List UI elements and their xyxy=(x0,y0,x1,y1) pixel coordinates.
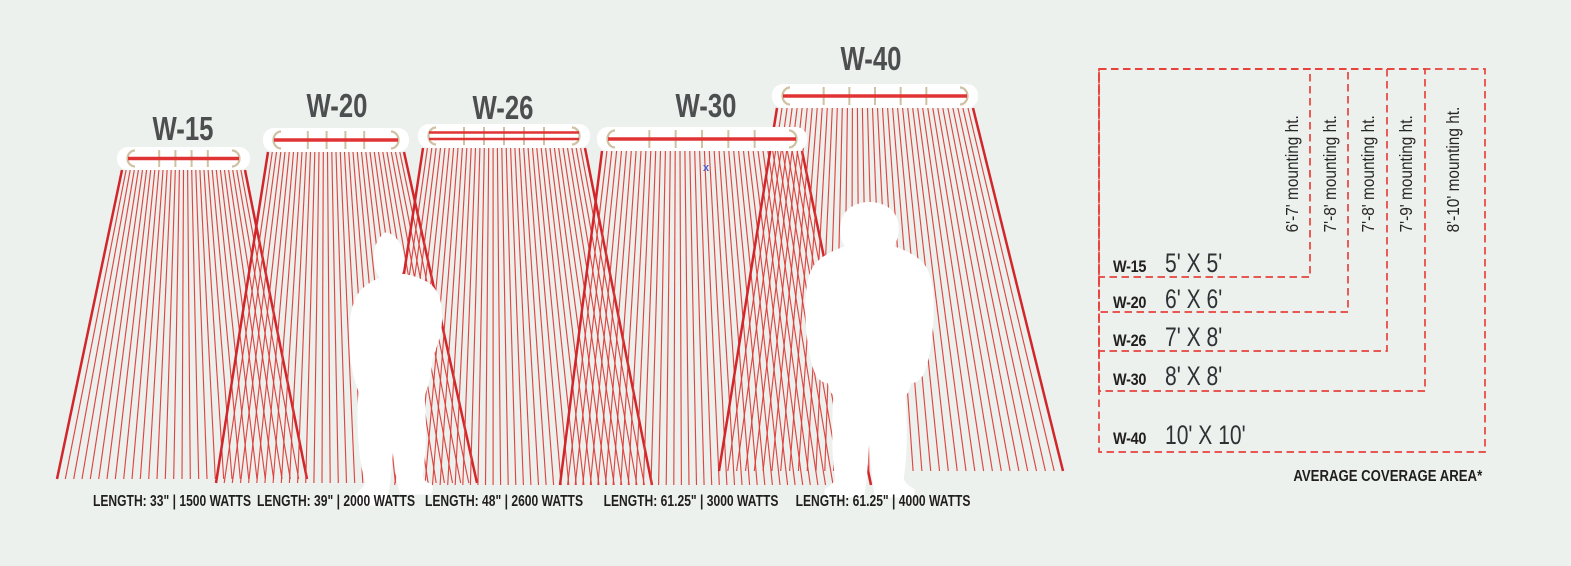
heater-unit-w-30 xyxy=(597,127,807,151)
person-silhouette-1 xyxy=(349,232,442,506)
coverage-row-w20: W-20 6' X 6' xyxy=(1113,284,1238,315)
person-silhouettes xyxy=(349,202,934,506)
coverage-area: 6' X 6' xyxy=(1165,284,1223,314)
coverage-model: W-20 xyxy=(1113,293,1147,312)
heater-unit-w-20 xyxy=(263,128,409,152)
heater-model-label-w15: W-15 xyxy=(152,110,214,147)
heater-spec-label-w30: LENGTH: 61.25" | 3000 WATTS xyxy=(603,493,779,510)
coverage-model: W-30 xyxy=(1113,370,1147,389)
mounting-height-label-w40: 8'-10' mounting ht. xyxy=(1443,106,1463,233)
coverage-box-w-40 xyxy=(1098,68,1486,453)
mounting-height-label-w20: 7'-8' mounting ht. xyxy=(1320,115,1340,233)
coverage-model: W-15 xyxy=(1113,257,1147,276)
heater-spec-label-w15: LENGTH: 33" | 1500 WATTS xyxy=(92,493,252,510)
mounting-height-label-w30: 7'-9' mounting ht. xyxy=(1396,115,1416,233)
heater-unit-w-15 xyxy=(117,147,250,170)
stray-cursor-mark: x xyxy=(703,162,710,174)
heater-spec-label-w40: LENGTH: 61.25" | 4000 WATTS xyxy=(795,493,971,510)
coverage-area: 8' X 8' xyxy=(1165,361,1223,391)
heater-model-label-w30: W-30 xyxy=(675,87,737,124)
heater-unit-w-26 xyxy=(418,124,590,148)
coverage-row-w26: W-26 7' X 8' xyxy=(1113,322,1238,353)
coverage-area: 10' X 10' xyxy=(1165,420,1246,450)
heater-model-label-w20: W-20 xyxy=(306,87,368,124)
coverage-area-boxes xyxy=(1098,68,1486,453)
heat-fan-w-15 xyxy=(55,169,309,480)
coverage-model: W-40 xyxy=(1113,429,1147,448)
heater-model-label-w40: W-40 xyxy=(840,40,902,77)
coverage-footnote: AVERAGE COVERAGE AREA* xyxy=(1293,468,1482,485)
coverage-model: W-26 xyxy=(1113,331,1147,350)
coverage-row-w15: W-15 5' X 5' xyxy=(1113,248,1238,279)
mounting-height-label-w15: 6'-7' mounting ht. xyxy=(1282,115,1302,233)
heater-spec-label-w26: LENGTH: 48" | 2600 WATTS xyxy=(424,493,584,510)
coverage-row-w40: W-40 10' X 10' xyxy=(1113,420,1268,451)
coverage-area: 7' X 8' xyxy=(1165,322,1223,352)
heater-unit-w-40 xyxy=(772,84,978,108)
coverage-box-w-15 xyxy=(1098,68,1311,278)
heater-spec-label-w20: LENGTH: 39" | 2000 WATTS xyxy=(256,493,416,510)
mounting-height-label-w26: 7'-8' mounting ht. xyxy=(1358,115,1378,233)
coverage-row-w30: W-30 8' X 8' xyxy=(1113,361,1238,392)
coverage-area: 5' X 5' xyxy=(1165,248,1223,278)
person-silhouette-2 xyxy=(805,202,934,498)
heater-model-label-w26: W-26 xyxy=(472,89,534,126)
heater-units xyxy=(117,84,978,170)
